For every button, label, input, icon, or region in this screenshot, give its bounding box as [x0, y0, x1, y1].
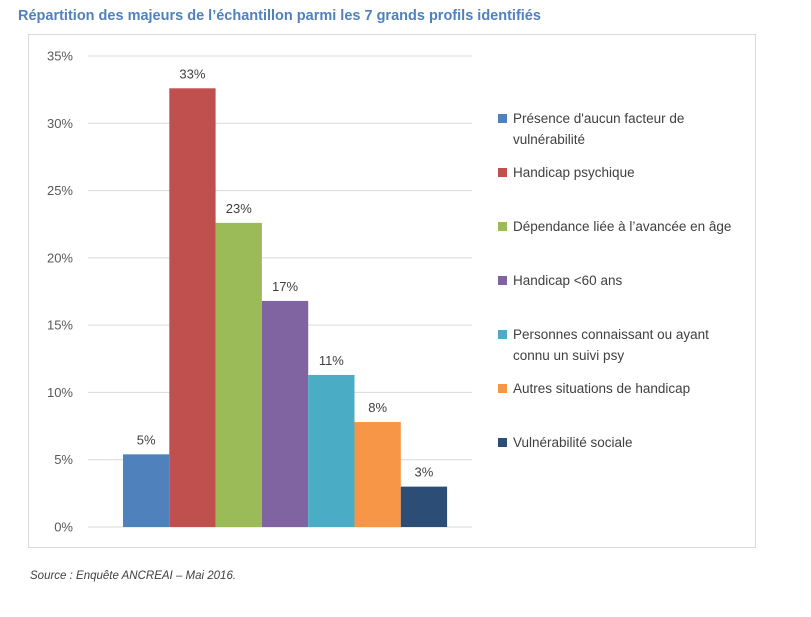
legend-label: Dépendance liée à l’avancée en âge	[513, 219, 732, 234]
y-tick-label: 25%	[47, 183, 73, 198]
y-tick-label: 20%	[47, 250, 73, 265]
legend-label: Autres situations de handicap	[513, 381, 691, 396]
data-label: 17%	[272, 279, 298, 294]
source-note: Source : Enquête ANCREAI – Mai 2016.	[30, 570, 237, 582]
bar	[308, 374, 355, 527]
data-label: 5%	[137, 432, 156, 447]
y-axis: 0% 5% 10% 15% 20% 25% 30% 35%	[47, 49, 73, 535]
bar	[215, 222, 262, 527]
legend-swatch	[498, 438, 507, 447]
legend-swatch	[498, 114, 507, 123]
chart-title: Répartition des majeurs de l’échantillon…	[18, 8, 541, 24]
y-tick-label: 30%	[47, 116, 73, 131]
legend-swatch	[498, 384, 507, 393]
bars	[123, 88, 448, 527]
data-label: 3%	[415, 465, 434, 480]
legend-label: Présence d'aucun facteur de vulnérabilit…	[513, 111, 685, 147]
y-tick-label: 35%	[47, 49, 73, 64]
y-tick-label: 10%	[47, 385, 73, 400]
y-tick-label: 15%	[47, 318, 73, 333]
legend-swatch	[498, 168, 507, 177]
data-label: 33%	[179, 66, 205, 81]
legend-label: Vulnérabilité sociale	[513, 435, 633, 450]
data-label: 23%	[226, 201, 252, 216]
legend-swatch	[498, 330, 507, 339]
legend-label: Personnes connaissant ou ayant connu un …	[513, 327, 709, 363]
legend-swatch	[498, 222, 507, 231]
data-labels: 5% 33% 23% 17% 11% 8% 3%	[137, 66, 434, 479]
chart-frame	[28, 34, 756, 548]
data-label: 11%	[319, 353, 344, 368]
bar	[123, 454, 170, 527]
y-tick-label: 0%	[54, 520, 73, 535]
bar	[400, 486, 448, 527]
legend-label: Handicap <60 ans	[513, 273, 623, 288]
bar	[169, 88, 216, 527]
data-label: 8%	[368, 400, 387, 415]
legend-swatch	[498, 276, 507, 285]
bar	[354, 422, 401, 527]
y-tick-label: 5%	[54, 452, 73, 467]
legend-label: Handicap psychique	[513, 165, 635, 180]
bar	[261, 300, 309, 527]
